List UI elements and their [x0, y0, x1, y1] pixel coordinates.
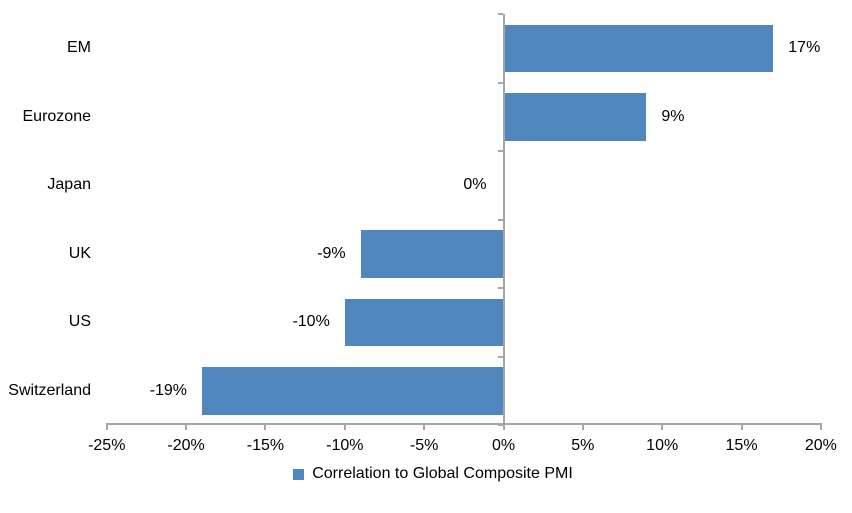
y-axis-tick: [497, 81, 503, 84]
y-axis-tick: [497, 150, 503, 152]
y-axis-tick: [497, 424, 503, 426]
category-label-japan: Japan: [47, 176, 91, 194]
y-axis-line: [502, 14, 505, 425]
y-axis-tick: [497, 218, 503, 221]
x-axis-tick: [185, 423, 188, 430]
category-label-eurozone: Eurozone: [22, 107, 92, 125]
x-axis-tick-label: 10%: [646, 437, 679, 454]
x-axis-tick: [264, 423, 267, 430]
x-axis-tick: [661, 423, 664, 430]
x-axis-line: [105, 423, 822, 425]
x-axis-tick-label: 15%: [725, 437, 758, 454]
category-label-em: EM: [67, 39, 91, 57]
x-axis-tick-label: -10%: [326, 437, 364, 454]
x-axis-tick: [423, 423, 426, 430]
x-axis-tick-label: -5%: [409, 437, 439, 454]
y-axis-tick: [497, 355, 503, 358]
category-label-switzerland: Switzerland: [8, 381, 91, 399]
bar-switzerland: [201, 367, 504, 415]
x-axis-tick: [502, 423, 505, 430]
x-axis-tick: [819, 423, 822, 430]
x-axis-tick-label: 5%: [571, 437, 595, 454]
bar-us: [344, 298, 504, 346]
x-axis-tick-label: 20%: [804, 437, 837, 454]
bar-eurozone: [503, 93, 647, 141]
value-label-eurozone: 9%: [661, 107, 685, 125]
value-label-uk: -9%: [317, 244, 346, 262]
bar-uk: [360, 230, 504, 278]
y-axis-tick: [497, 13, 503, 15]
legend-marker-icon: [293, 468, 305, 480]
x-axis-tick: [740, 423, 743, 430]
x-axis-tick-label: -25%: [88, 437, 126, 454]
value-label-switzerland: -19%: [149, 381, 187, 399]
x-axis-tick: [581, 423, 584, 430]
y-axis-tick: [497, 287, 503, 289]
legend-label: Correlation to Global Composite PMI: [312, 465, 573, 482]
legend: Correlation to Global Composite PMI: [7, 463, 852, 485]
x-axis-tick-label: -20%: [167, 437, 205, 454]
x-axis-tick: [105, 423, 108, 430]
value-label-em: 17%: [788, 39, 821, 57]
x-axis-tick-label: -15%: [246, 437, 285, 454]
category-label-us: US: [68, 313, 91, 331]
value-label-us: -10%: [292, 313, 330, 331]
bar-em: [503, 24, 774, 72]
value-label-japan: 0%: [463, 176, 487, 194]
category-label-uk: UK: [68, 244, 91, 262]
x-axis-tick-label: 0%: [491, 437, 516, 454]
x-axis-tick: [343, 423, 346, 430]
